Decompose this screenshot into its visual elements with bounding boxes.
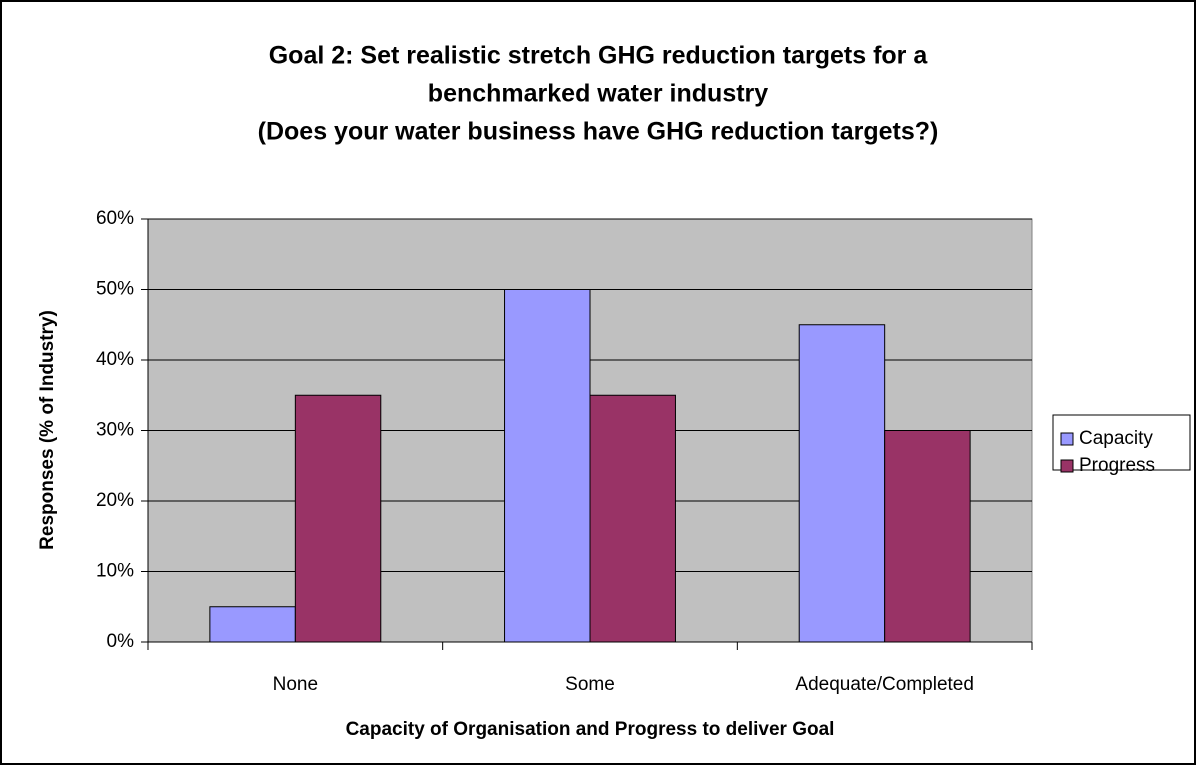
y-tick-label: 10% xyxy=(96,561,134,582)
bar xyxy=(798,324,886,643)
bar xyxy=(884,430,971,643)
legend xyxy=(1052,414,1191,471)
bar xyxy=(294,394,382,643)
chart-title: benchmarked water industry xyxy=(428,80,768,108)
legend-label: Progress xyxy=(1079,455,1155,476)
y-tick-label: 20% xyxy=(96,490,134,511)
x-tick-label: Some xyxy=(565,674,615,695)
bar xyxy=(209,606,296,643)
legend-swatch xyxy=(1060,459,1074,473)
bar xyxy=(589,394,676,643)
y-tick-label: 40% xyxy=(96,349,134,370)
bar xyxy=(504,289,591,643)
legend-label: Capacity xyxy=(1079,428,1153,449)
y-tick-label: 60% xyxy=(96,208,134,229)
legend-swatch xyxy=(1060,432,1074,446)
x-axis-label: Capacity of Organisation and Progress to… xyxy=(346,719,835,740)
y-tick-label: 0% xyxy=(107,631,135,652)
y-tick-label: 30% xyxy=(96,420,134,441)
x-tick-label: None xyxy=(273,674,318,695)
chart-title: Goal 2: Set realistic stretch GHG reduct… xyxy=(269,42,929,70)
chart-title: (Does your water business have GHG reduc… xyxy=(258,118,939,146)
x-tick-label: Adequate/Completed xyxy=(795,674,974,695)
y-tick-label: 50% xyxy=(96,279,134,300)
y-axis-label: Responses (% of Industry) xyxy=(37,310,58,550)
